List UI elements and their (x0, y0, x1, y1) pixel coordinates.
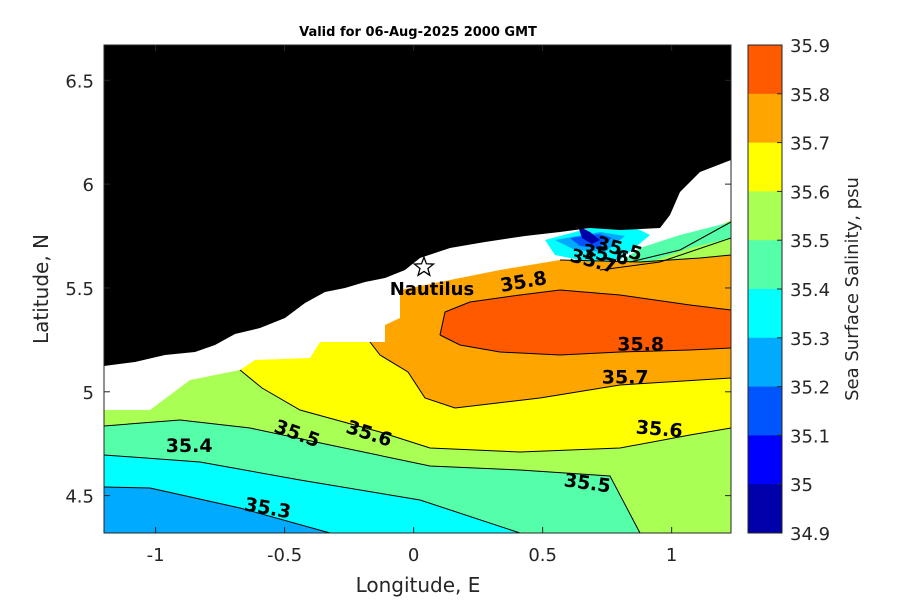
band-35-6 (240, 342, 731, 452)
star-icon (412, 255, 436, 277)
contour-line-35-5 (104, 419, 641, 533)
colorbar-swatch (748, 435, 782, 485)
contour-labels: 35.835.835.735.635.535.4 35.5 35.635.335.7… (166, 232, 684, 523)
band-35-5 (104, 370, 731, 533)
contour-line-35-3 (104, 486, 331, 533)
colorbar-tick-label: 35.4 (790, 280, 830, 301)
x-tick-label: 0.5 (528, 545, 557, 566)
contour-label: 35.4 (166, 435, 213, 457)
contour-line-35-4 (104, 454, 521, 533)
colorbar-tick-label: 35.7 (790, 134, 830, 155)
colorbar-tick-label: 35.9 (790, 36, 830, 57)
colorbar-swatch (748, 191, 782, 241)
colorbar-swatch (748, 337, 782, 388)
y-tick-label: 4.5 (65, 487, 94, 508)
colorbar: 35.9 35.8 35.7 35.6 35.5 35.4 35.3 35.2 35.1 35 34… (747, 36, 863, 545)
band-34-9-pocket (578, 226, 600, 244)
band-35-2 (104, 487, 330, 533)
salinity-field (104, 45, 731, 533)
station-marker: Nautilus (390, 255, 475, 300)
colorbar-swatch (748, 386, 782, 436)
station-label: Nautilus (390, 279, 475, 300)
contour-line-35-6 (239, 369, 731, 453)
colorbar-tick-label: 35.3 (790, 329, 830, 350)
colorbar-swatch (748, 289, 782, 339)
colorbar-swatch (748, 45, 782, 95)
band-35-8 (440, 290, 731, 355)
contour-label: 35.6 (635, 416, 684, 442)
colorbar-swatches (748, 45, 782, 534)
contour-line-35-8 (439, 289, 731, 356)
contour-lines (104, 221, 731, 533)
y-axis-ticks: 4.5 5 5.5 6 6.5 (65, 71, 731, 508)
y-tick-label: 5.5 (65, 279, 94, 300)
x-axis-label: Longitude, E (356, 573, 481, 597)
contour-line-upper-c (629, 221, 731, 263)
colorbar-tick-label: 34.9 (790, 524, 830, 545)
x-tick-label: -0.5 (267, 545, 302, 566)
x-tick-label: -1 (147, 545, 165, 566)
contour-line-upper-a (559, 254, 731, 263)
y-tick-label: 6.5 (65, 71, 94, 92)
x-tick-label: 0 (408, 545, 419, 566)
y-tick-label: 5 (83, 383, 94, 404)
axes-frame (103, 44, 732, 534)
y-tick-label: 6 (83, 175, 94, 196)
colorbar-tick-label: 35.5 (790, 231, 830, 252)
colorbar-swatch (748, 484, 782, 534)
x-axis-ticks: -1 -0.5 0 0.5 1 (147, 45, 677, 566)
band-35-3 (104, 455, 520, 533)
colorbar-swatch (748, 93, 782, 144)
band-35-4-upper (620, 222, 731, 262)
contour-label: 35.7 (602, 366, 649, 388)
colorbar-swatch (748, 142, 782, 192)
contour-line-upper-b (599, 237, 731, 271)
y-axis-label: Latitude, N (29, 234, 53, 344)
contour-label: 35.8 (617, 333, 664, 355)
colorbar-ticks: 35.9 35.8 35.7 35.6 35.5 35.4 35.3 35.2 35.1 35 34… (777, 36, 830, 545)
colorbar-tick-label: 35.6 (790, 182, 830, 203)
land-mass (104, 45, 731, 366)
figure-title: Valid for 06-Aug-2025 2000 GMT (299, 25, 537, 40)
colorbar-tick-label: 35.1 (790, 426, 830, 447)
colorbar-tick-label: 35.2 (790, 378, 830, 399)
band-35-4 (104, 420, 640, 533)
colorbar-tick-label: 35.8 (790, 85, 830, 106)
map-axes: -1 -0.5 0 0.5 1 4.555.566.5 35.835.835.735.6… (29, 44, 732, 597)
colorbar-label: Sea Surface Salinity, psu (842, 177, 863, 401)
colorbar-swatch (748, 240, 782, 290)
contour-line-35-7 (369, 341, 731, 409)
colorbar-tick-label: 35 (790, 475, 813, 496)
x-tick-label: 1 (666, 545, 677, 566)
